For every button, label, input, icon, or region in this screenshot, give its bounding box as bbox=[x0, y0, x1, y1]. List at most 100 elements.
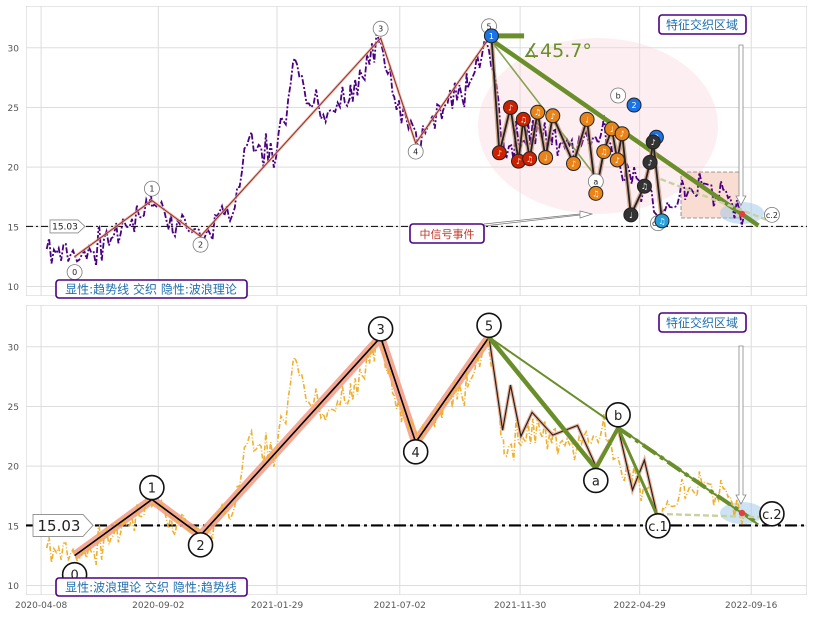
chart1-signal-badge-circle bbox=[609, 152, 625, 168]
chart2-wave-label: b bbox=[605, 401, 631, 428]
chart1-projection-line bbox=[659, 177, 767, 221]
chart1-y-tick-label: 30 bbox=[8, 44, 20, 54]
chart2-wave-label-text: 5 bbox=[485, 319, 493, 334]
chart1-reference-label-box bbox=[49, 219, 86, 234]
chart2-wave-label-text: c.1 bbox=[648, 520, 668, 535]
chart2-x-tick-label: 2022-04-29 bbox=[613, 601, 666, 611]
chart1-wave-label-text: 0 bbox=[72, 268, 77, 277]
chart1-signal-badge: 1 bbox=[483, 28, 499, 44]
chart1-signal-badge-text: ♫ bbox=[520, 115, 527, 124]
chart1-signal-badge: ♪ bbox=[545, 108, 561, 124]
chart2-trend-b bbox=[487, 335, 598, 470]
chart1-y-tick-label: 10 bbox=[8, 283, 20, 293]
chart2-feature-zone-box bbox=[658, 312, 747, 333]
chart1-reference-label: 15.03 bbox=[52, 222, 78, 232]
chart2-wave-label-text: 1 bbox=[148, 482, 156, 497]
chart2-y-tick-label: 30 bbox=[8, 343, 20, 353]
chart1-signal-badge: ♩ bbox=[623, 207, 639, 223]
chart1-signal-badge-text: ♪ bbox=[508, 103, 513, 112]
chart1-y-tick-label: 25 bbox=[8, 104, 19, 114]
chart2-y-tick-label: 15 bbox=[8, 522, 19, 532]
chart1-wave-label-text: 5 bbox=[486, 22, 491, 31]
chart1-signal-badge: ♪ bbox=[491, 145, 507, 161]
chart2-wave-label: 5 bbox=[476, 312, 502, 339]
chart1-signal-badge: ♩ bbox=[579, 111, 595, 127]
chart2-y-tick-label: 20 bbox=[8, 463, 20, 473]
chart1-signal-badge-circle bbox=[579, 111, 595, 127]
chart1-signal-badge-text: ♫ bbox=[592, 189, 599, 198]
chart1-signal-badge-circle bbox=[491, 145, 507, 161]
chart2-y-tick-label: 25 bbox=[8, 403, 19, 413]
chart1-signal-badge-circle bbox=[545, 108, 561, 124]
chart2-wave-label-text: b bbox=[614, 409, 622, 424]
chart2-wave-label-text: 4 bbox=[412, 446, 420, 461]
chart2-trend-c bbox=[594, 426, 620, 470]
chart1-signal-badge-text: ♩ bbox=[610, 125, 614, 134]
chart1-signal-badge-text: ♪ bbox=[651, 138, 656, 147]
chart2-trend-e bbox=[616, 426, 756, 523]
chart1-signal-badge: ♫ bbox=[530, 104, 546, 120]
chart1-signal-badge: ♫ bbox=[515, 111, 531, 127]
chart1-signal-badge: ♩ bbox=[538, 150, 554, 166]
chart1-wave-label: c.2 bbox=[764, 206, 780, 223]
chart2-footer-label: 显性:波浪理论 交织 隐性:趋势线 bbox=[65, 580, 237, 595]
chart1-signal-badge-circle bbox=[623, 207, 639, 223]
chart2-x-tick-label: 2020-04-08 bbox=[15, 601, 68, 611]
chart2-x-tick-label: 2022-09-16 bbox=[725, 601, 778, 611]
chart1-signal-badge-text: ♫ bbox=[534, 108, 541, 117]
chart1-wave-label-text: 2 bbox=[198, 241, 203, 250]
chart1-signal-badge-circle bbox=[483, 28, 499, 44]
chart1-wave-label-text: 4 bbox=[413, 148, 418, 157]
chart1-signal-badge-text: ♪ bbox=[571, 160, 576, 169]
chart1-signal-badge-text: ♩ bbox=[585, 115, 589, 124]
chart2-x-tick-label: 2021-07-02 bbox=[374, 601, 426, 611]
chart1-signal-badge-circle bbox=[588, 185, 604, 201]
chart1-signal-badge: ♪ bbox=[642, 154, 658, 170]
chart2-end-marker bbox=[738, 509, 746, 517]
chart1-wave-label-text: c.2 bbox=[766, 211, 778, 220]
chart1-wave-label-circle bbox=[372, 20, 389, 37]
chart2-reference-label-box bbox=[32, 514, 94, 537]
chart1-wave-label: b bbox=[610, 87, 627, 104]
chart1-wave-label-text: 3 bbox=[378, 25, 383, 34]
chart1-end-marker bbox=[738, 210, 746, 218]
chart2-wave-label-text: 0 bbox=[70, 569, 78, 584]
chart1-signal-badge-circle bbox=[515, 111, 531, 127]
chart1-signal-badge: ♪ bbox=[503, 99, 519, 115]
chart1-signal-badge: ♫ bbox=[588, 185, 604, 201]
chart1-wave-label: 2 bbox=[192, 236, 209, 253]
chart1-signal-badge-text: ♪ bbox=[620, 130, 625, 139]
chart2-wave-label-circle bbox=[645, 512, 671, 539]
chart1-signal-badge-text: 2 bbox=[632, 101, 637, 110]
chart1-signal-badge-circle bbox=[538, 150, 554, 166]
chart1-signal-badge-circle bbox=[636, 178, 652, 194]
chart1-signal-badge-text: ♪ bbox=[550, 112, 555, 121]
chart1-signal-badge-text: ♫ bbox=[600, 148, 607, 157]
chart1-signal-badge: ♫ bbox=[654, 213, 670, 229]
chart1-mid-signal-arrow bbox=[483, 210, 594, 227]
chart2-trend-d bbox=[616, 427, 660, 519]
chart2-feature-zone-label: 特征交织区域 bbox=[666, 315, 738, 330]
chart1-angle-annotation: ∡45.7° bbox=[523, 40, 592, 62]
chart1-wave-label: 3 bbox=[372, 20, 389, 37]
chart1-panel: 1015202530012345abc.1c.2123♪♪♪♫♫♫♩♪♪♩♫♫♩… bbox=[8, 6, 807, 299]
chart1-footer-box bbox=[55, 279, 248, 299]
chart1-wave-label: 0 bbox=[66, 264, 83, 281]
chart2-wave-label-circle bbox=[759, 501, 785, 527]
chart1-y-tick-label: 15 bbox=[8, 223, 19, 233]
chart2-wave-label: 4 bbox=[402, 438, 429, 465]
chart1-wave-label: 4 bbox=[407, 143, 424, 160]
chart1-signal-badge-text: ♪ bbox=[497, 149, 502, 158]
chart2-wave-line bbox=[74, 335, 490, 557]
chart1-signal-badge-circle bbox=[614, 126, 630, 142]
chart1-signal-badge-text: ♪ bbox=[615, 156, 620, 165]
chart1-signal-badge: ♪ bbox=[565, 156, 581, 172]
chart1-signal-badge-text: 1 bbox=[489, 32, 494, 41]
chart2-wave-label: 3 bbox=[367, 316, 394, 342]
chart2-reference-label: 15.03 bbox=[38, 517, 81, 535]
chart1-signal-badge-circle bbox=[626, 97, 642, 113]
chart2-wave-label-text: 2 bbox=[196, 539, 204, 554]
chart2-footer-box bbox=[55, 577, 248, 597]
